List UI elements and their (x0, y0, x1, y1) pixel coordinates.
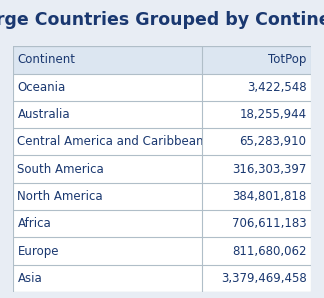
Text: 3,422,548: 3,422,548 (247, 81, 307, 94)
Text: South America: South America (17, 163, 104, 176)
Text: Europe: Europe (17, 245, 59, 257)
Bar (13, 156, 202, 183)
Bar (202, 238, 311, 265)
Bar (202, 210, 311, 238)
Bar (202, 74, 311, 101)
Bar (202, 101, 311, 128)
Bar (13, 210, 202, 238)
Text: 65,283,910: 65,283,910 (239, 135, 307, 148)
Text: 316,303,397: 316,303,397 (232, 163, 307, 176)
Text: 3,379,469,458: 3,379,469,458 (221, 272, 307, 285)
Bar (13, 183, 202, 210)
Bar (13, 74, 202, 101)
Text: 811,680,062: 811,680,062 (232, 245, 307, 257)
Text: Central America and Caribbean: Central America and Caribbean (17, 135, 204, 148)
Bar (13, 46, 202, 74)
Text: Australia: Australia (17, 108, 70, 121)
Bar (13, 101, 202, 128)
Bar (13, 238, 202, 265)
Text: Asia: Asia (17, 272, 42, 285)
Bar (202, 128, 311, 156)
Bar (202, 183, 311, 210)
Bar (13, 128, 202, 156)
Bar (13, 265, 202, 292)
Text: 18,255,944: 18,255,944 (239, 108, 307, 121)
Text: 384,801,818: 384,801,818 (232, 190, 307, 203)
Text: TotPop: TotPop (268, 53, 307, 66)
Bar (202, 265, 311, 292)
Text: Continent: Continent (17, 53, 75, 66)
Text: Africa: Africa (17, 217, 51, 230)
Bar (202, 46, 311, 74)
Text: Oceania: Oceania (17, 81, 66, 94)
Text: 706,611,183: 706,611,183 (232, 217, 307, 230)
Text: North America: North America (17, 190, 103, 203)
Bar (202, 156, 311, 183)
Text: Large Countries Grouped by Continent: Large Countries Grouped by Continent (0, 11, 324, 29)
